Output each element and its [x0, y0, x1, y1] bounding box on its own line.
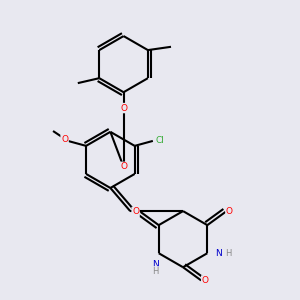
Text: H: H [226, 249, 232, 258]
Text: O: O [120, 162, 127, 171]
Text: O: O [226, 207, 233, 216]
Text: Cl: Cl [155, 136, 164, 146]
Text: N: N [215, 249, 222, 258]
Text: N: N [152, 260, 159, 269]
Text: O: O [61, 135, 68, 144]
Text: O: O [132, 207, 139, 216]
Text: O: O [202, 276, 209, 285]
Text: H: H [152, 267, 159, 276]
Text: O: O [120, 103, 127, 112]
